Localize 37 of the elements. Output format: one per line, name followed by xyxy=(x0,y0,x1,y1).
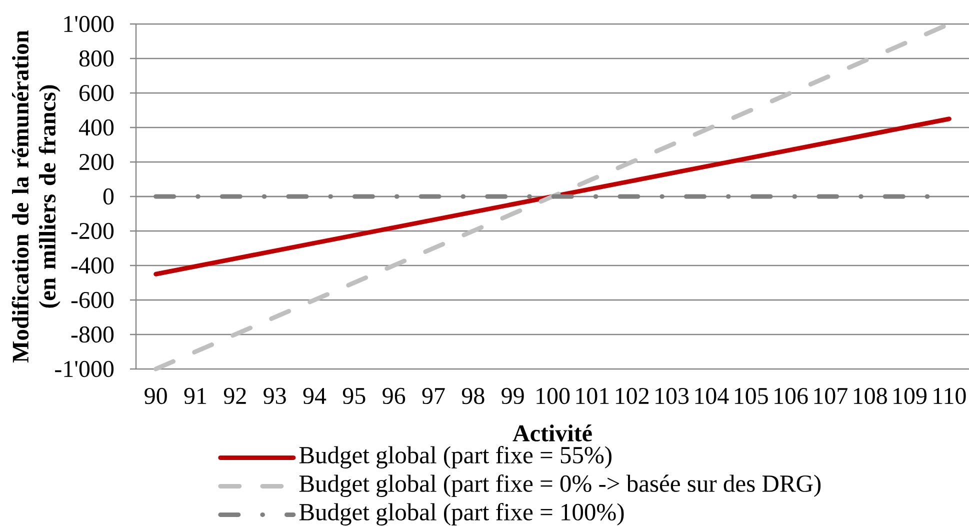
x-tick-label: 104 xyxy=(695,388,729,404)
y-tick-label: 200 xyxy=(80,154,114,170)
x-tick-label: 107 xyxy=(814,388,848,404)
x-tick-label: 110 xyxy=(934,388,966,404)
x-tick-label: 108 xyxy=(854,388,887,404)
y-tick-label: 800 xyxy=(79,50,114,67)
y-tick-label: -800 xyxy=(71,326,114,343)
x-tick-label: 97 xyxy=(422,388,445,404)
y-tick-label: 400 xyxy=(78,119,114,136)
x-axis-title: Activité xyxy=(512,424,592,442)
x-tick-label: 93 xyxy=(264,388,286,404)
x-tick-label: 96 xyxy=(382,388,406,404)
x-tick-label: 105 xyxy=(734,388,768,404)
x-tick-label: 98 xyxy=(462,388,484,404)
y-tick-label: 600 xyxy=(80,84,114,102)
x-tick-label: 101 xyxy=(576,388,609,404)
x-tick-label: 95 xyxy=(342,388,366,404)
x-tick-label: 103 xyxy=(656,388,689,404)
legend-label: Budget global (part fixe = 100%) xyxy=(299,502,624,526)
x-tick-label: 90 xyxy=(144,388,167,404)
x-tick-label: 94 xyxy=(303,388,326,404)
y-tick-label: -200 xyxy=(71,222,114,240)
x-tick-label: 92 xyxy=(224,388,246,404)
x-tick-label: 106 xyxy=(774,388,808,404)
x-tick-label: 99 xyxy=(502,388,524,404)
x-tick-label: 102 xyxy=(616,388,649,404)
x-tick-label: 91 xyxy=(184,388,206,404)
y-tick-label: 1'000 xyxy=(64,16,114,32)
legend-label: Budget global (part fixe = 55%) xyxy=(299,446,612,468)
x-tick-label: 109 xyxy=(894,388,927,404)
y-tick-label: 0 xyxy=(103,188,114,205)
x-tick-label: 100 xyxy=(536,388,570,404)
y-tick-label: -400 xyxy=(71,257,114,274)
y-tick-label: -1'000 xyxy=(55,360,114,378)
legend-label: Budget global (part fixe = 0% -> basée sur des DRG) xyxy=(299,474,821,497)
y-tick-label: -600 xyxy=(71,292,114,308)
y-axis-title: Modification de la rémunération (en milliers de francs) xyxy=(12,30,60,363)
